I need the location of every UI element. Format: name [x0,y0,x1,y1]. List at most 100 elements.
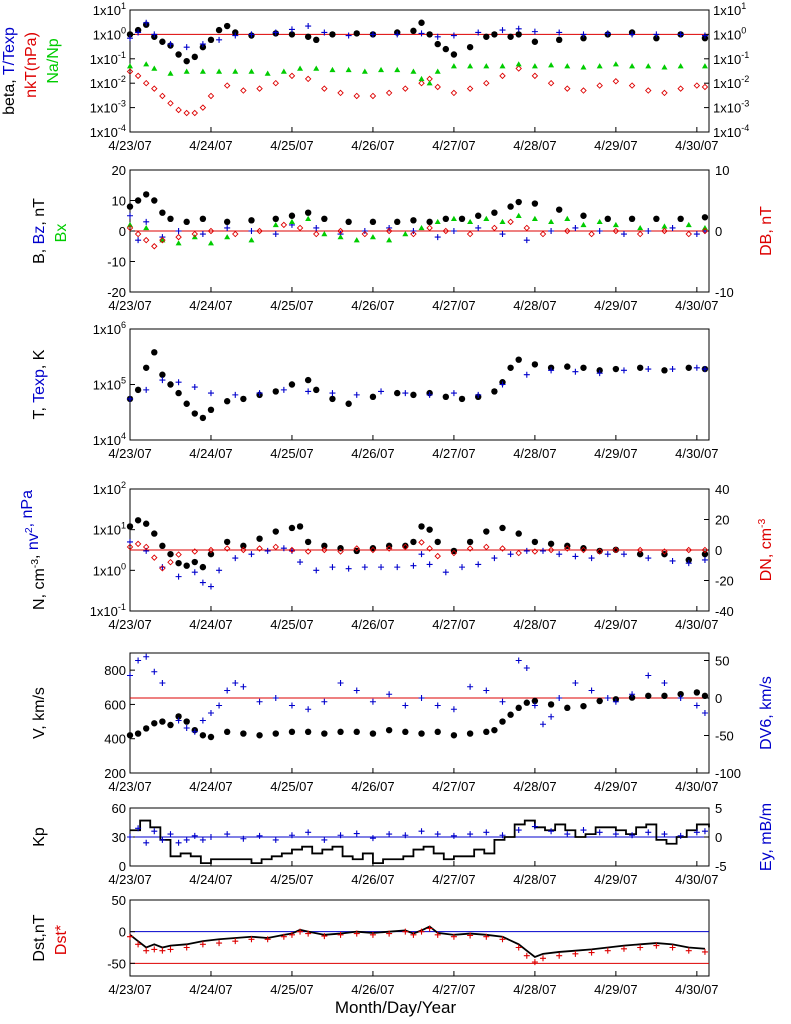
data-point [240,835,247,842]
data-point [288,524,296,532]
data-point [645,87,652,94]
data-point [207,36,215,44]
data-point [159,680,166,686]
data-point [556,551,563,558]
data-point [305,388,312,395]
data-point [580,827,587,834]
data-point [159,371,166,378]
data-point [564,215,571,221]
data-point [547,546,555,554]
data-point [677,63,684,69]
data-point [483,728,490,736]
data-point [321,542,328,550]
data-point [556,952,563,959]
y2-tick-label: 40 [715,482,729,497]
data-point [135,941,142,948]
x-tick-label: 4/30/07 [675,298,718,313]
data-point [199,104,207,111]
data-point [645,692,652,700]
data-point [693,689,701,696]
data-point [426,561,433,568]
data-point [402,390,409,397]
data-point [207,710,214,716]
data-point [337,548,344,555]
data-point [321,85,328,92]
data-point [272,730,279,737]
data-point [305,23,312,30]
y2-tick-label: 1x10-1 [713,50,749,67]
series-blue [127,19,708,51]
data-point [467,218,474,225]
data-point [434,40,441,48]
data-point [207,583,214,590]
data-point [142,79,150,87]
data-point [580,64,587,70]
data-point [572,368,579,375]
data-point [701,692,709,700]
y2-tick-label: 0 [715,830,722,845]
data-point [256,545,263,552]
data-point [248,31,255,38]
data-point [701,32,708,39]
data-point [143,61,150,67]
y-tick-label: -10 [107,255,126,270]
y-tick-label: 200 [104,766,126,781]
data-point [256,535,263,542]
data-point [410,217,417,224]
data-point [612,546,620,554]
data-point [596,82,603,89]
data-point [467,63,474,69]
data-point [466,545,474,552]
data-point [701,83,709,91]
data-point [426,31,433,38]
data-point [151,530,158,537]
data-point [515,25,522,32]
data-point [507,364,514,371]
data-point [434,33,441,40]
series-blue [127,538,708,590]
data-point [491,388,498,395]
x-tick-label: 4/23/07 [108,446,151,461]
data-point [588,230,595,238]
data-point [523,699,530,706]
data-point [386,237,393,243]
data-point [450,706,457,713]
data-point [183,944,190,951]
data-point [199,579,206,586]
data-point [321,29,328,36]
data-point [596,228,603,234]
data-point [199,563,207,571]
data-point [458,395,466,403]
y-tick-label: 30 [112,830,126,845]
data-point [296,224,304,232]
data-point [232,230,239,238]
data-point [207,227,215,235]
data-point [701,63,708,69]
data-point [151,85,158,92]
data-point [442,569,449,576]
data-point [313,65,320,71]
y2-tick-label: 1x100 [713,25,746,42]
data-point [653,34,660,42]
data-point [564,63,571,69]
x-tick-label: 4/30/07 [675,446,718,461]
panel-density: 1x10-1 1x100 1x101 1x102 -40 -20 0 20 40 DN, cm-3… [19,480,775,632]
data-point [685,364,692,371]
x-tick-label: 4/23/07 [108,298,151,313]
data-point [175,713,182,720]
series-blue [127,212,708,244]
data-point [288,728,296,736]
data-point [304,728,312,736]
data-point [645,672,652,679]
data-point [191,832,198,839]
data-point [353,391,360,398]
data-point [199,732,207,739]
data-point [572,680,579,686]
data-point [483,528,490,535]
data-point [636,364,644,371]
data-point [143,386,150,393]
y-tick-label: 1x10-2 [90,74,126,91]
data-point [272,231,279,238]
data-point [539,721,546,728]
data-point [248,217,255,224]
